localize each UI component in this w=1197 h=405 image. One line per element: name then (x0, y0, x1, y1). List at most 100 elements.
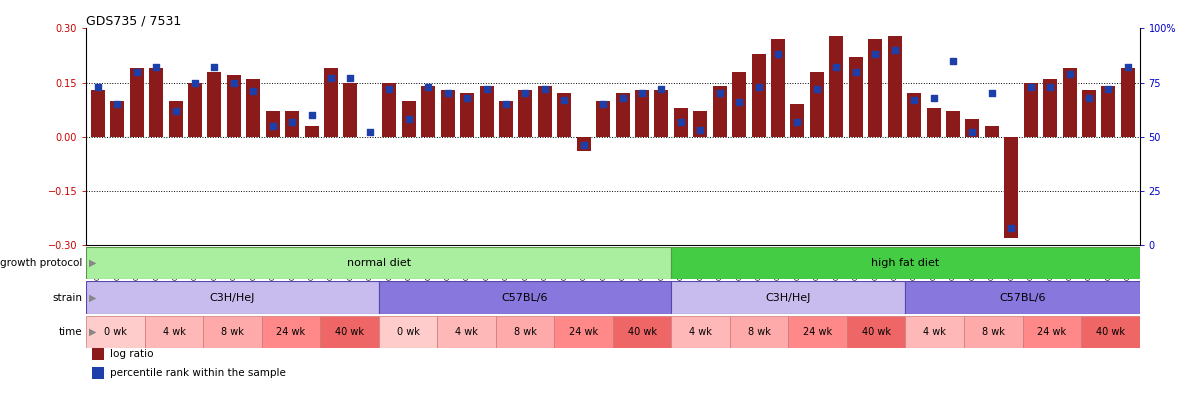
Text: C57BL/6: C57BL/6 (502, 293, 548, 303)
Point (1021, 83, 1040, 90)
Bar (712, 86, 727, 136)
Point (1002, 224, 1021, 231)
Point (1099, 86, 1118, 92)
Bar (86, 281, 378, 314)
Bar (247, 79, 260, 136)
Point (224, 79, 243, 86)
Bar (537, 86, 552, 136)
Point (652, 86, 672, 92)
Bar (110, 100, 124, 136)
Text: C3H/HeJ: C3H/HeJ (766, 293, 812, 303)
Bar (905, 316, 964, 348)
Text: 40 wk: 40 wk (627, 327, 657, 337)
Point (943, 58, 962, 64)
Point (360, 129, 379, 136)
Bar (227, 75, 241, 136)
Text: 24 wk: 24 wk (569, 327, 598, 337)
Bar (440, 90, 455, 136)
Bar (266, 111, 280, 136)
Text: 0 wk: 0 wk (396, 327, 419, 337)
Point (400, 116, 419, 123)
Point (516, 90, 535, 96)
Text: 40 wk: 40 wk (862, 327, 891, 337)
Point (438, 90, 457, 96)
Bar (596, 100, 610, 136)
Text: 8 wk: 8 wk (748, 327, 771, 337)
Point (89, 83, 108, 90)
Point (827, 64, 846, 70)
Bar (868, 39, 882, 136)
Bar (554, 316, 613, 348)
Bar (499, 100, 514, 136)
Bar (203, 316, 262, 348)
Point (807, 86, 826, 92)
Bar (285, 111, 299, 136)
Text: log ratio: log ratio (110, 350, 153, 359)
Text: 0 wk: 0 wk (104, 327, 127, 337)
Bar (733, 72, 746, 136)
Point (749, 83, 768, 90)
Bar (262, 316, 321, 348)
Bar (905, 281, 1140, 314)
Bar (344, 83, 358, 136)
Point (282, 118, 302, 125)
Bar (321, 316, 378, 348)
Bar (613, 316, 672, 348)
Bar (771, 39, 785, 136)
Point (166, 107, 186, 114)
Bar (926, 108, 941, 136)
Point (962, 129, 982, 136)
Bar (402, 100, 415, 136)
Bar (946, 111, 960, 136)
Point (575, 142, 594, 149)
Bar (460, 93, 474, 136)
Bar (188, 83, 202, 136)
Bar (674, 108, 688, 136)
Bar (655, 90, 668, 136)
Point (535, 86, 554, 92)
Text: ▶: ▶ (89, 258, 96, 268)
Point (1080, 94, 1099, 101)
Bar (830, 36, 844, 136)
Bar (378, 281, 672, 314)
Point (983, 90, 1002, 96)
Text: 40 wk: 40 wk (335, 327, 364, 337)
Text: C3H/HeJ: C3H/HeJ (209, 293, 255, 303)
Bar (437, 316, 496, 348)
Bar (789, 316, 847, 348)
Bar (1023, 83, 1038, 136)
Point (554, 97, 573, 103)
Point (710, 90, 729, 96)
Bar (150, 68, 163, 136)
Bar (1101, 86, 1116, 136)
Bar (849, 57, 863, 136)
Text: 4 wk: 4 wk (689, 327, 712, 337)
Point (691, 127, 710, 133)
Point (476, 86, 496, 92)
Bar (1081, 316, 1140, 348)
Point (672, 118, 691, 125)
Text: high fat diet: high fat diet (871, 258, 940, 268)
Text: 4 wk: 4 wk (163, 327, 186, 337)
Point (924, 94, 943, 101)
Text: ▶: ▶ (89, 327, 96, 337)
Bar (207, 72, 221, 136)
Text: 24 wk: 24 wk (277, 327, 305, 337)
Text: 24 wk: 24 wk (1038, 327, 1067, 337)
Text: GDS735 / 7531: GDS735 / 7531 (86, 14, 182, 27)
Bar (1063, 68, 1076, 136)
Bar (790, 104, 804, 136)
Bar (382, 83, 396, 136)
Bar (672, 247, 1140, 279)
Point (457, 94, 476, 101)
Bar (421, 86, 436, 136)
Point (905, 97, 924, 103)
Point (108, 101, 127, 107)
Text: percentile rank within the sample: percentile rank within the sample (110, 368, 286, 377)
Bar (518, 90, 533, 136)
Bar (888, 36, 901, 136)
Text: 4 wk: 4 wk (455, 327, 478, 337)
Bar (966, 119, 979, 136)
Bar (907, 93, 922, 136)
Bar (964, 316, 1022, 348)
